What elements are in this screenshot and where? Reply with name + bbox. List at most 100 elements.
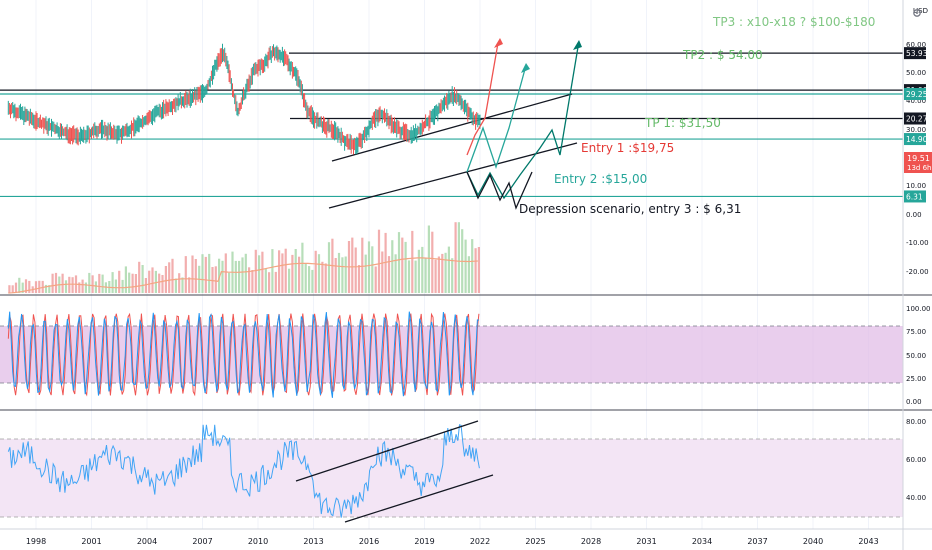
time-tick-label: 2007 — [192, 537, 212, 546]
volume-bar — [21, 282, 24, 293]
volume-bar — [261, 251, 264, 293]
volume-bar — [404, 241, 407, 293]
volume-bar — [48, 285, 51, 293]
time-tick-label: 2028 — [581, 537, 601, 546]
volume-bar — [221, 260, 224, 293]
volume-bar — [158, 273, 161, 293]
volume-bar — [128, 272, 131, 293]
gear-icon[interactable] — [913, 9, 921, 17]
currency-label: USD — [913, 7, 928, 15]
volume-bar — [431, 231, 434, 293]
volume-bar — [184, 256, 187, 293]
time-tick-label: 2043 — [858, 537, 878, 546]
current-price-tag: 19.51 13d 6h — [904, 152, 932, 173]
volume-bar — [268, 272, 271, 293]
time-tick-label: 2013 — [303, 537, 323, 546]
volume-bar — [181, 277, 184, 293]
time-tick-label: 2016 — [359, 537, 379, 546]
volume-bar — [351, 237, 354, 293]
volume-bar — [291, 254, 294, 293]
price-candles-green — [7, 43, 481, 155]
volume-bar — [44, 284, 48, 293]
volume-bar — [374, 266, 377, 293]
volume-bar — [161, 275, 164, 293]
price-tick-label: -20.00 — [906, 268, 929, 276]
price-pane[interactable]: TP3 : x10-x18 ? $100-$180 TP2 : $ 54.00 … — [0, 0, 903, 529]
volume-bar — [427, 225, 430, 293]
level-tag-bg — [904, 190, 926, 203]
volume-bar — [254, 249, 257, 293]
volume-bar — [457, 222, 460, 293]
time-tick-label: 2001 — [81, 537, 101, 546]
volume-bar — [14, 282, 18, 293]
projection-teal-arrowhead — [521, 63, 530, 73]
price-axis-ticks: 60.0050.0040.0030.0020.0010.000.00-10.00… — [906, 41, 931, 502]
volume-bar — [421, 246, 424, 293]
volume-bar — [417, 249, 420, 293]
stoch-tick-label: 50.00 — [906, 352, 926, 360]
volume-bar — [91, 275, 94, 293]
level-tag-bg — [904, 47, 926, 60]
volume-bar — [204, 256, 207, 293]
volume-bar — [298, 256, 301, 293]
volume-bar — [101, 274, 104, 293]
volume-bar — [371, 246, 374, 293]
volume-bar — [471, 239, 474, 293]
time-tick-label: 2010 — [248, 537, 268, 546]
time-axis[interactable]: 1998 2001 2004 2007 2010 2013 2016 2019 2022 2025… — [26, 537, 879, 546]
volume-bar — [284, 248, 287, 293]
volume-bar — [454, 222, 457, 293]
volume-bar — [98, 273, 101, 293]
horizontal-levels — [0, 52, 903, 198]
level-tag-bg — [904, 87, 926, 100]
rsi-pane[interactable] — [0, 420, 903, 523]
time-tick-label: 2025 — [525, 537, 545, 546]
volume-bar — [377, 229, 381, 293]
volume-bar — [114, 279, 117, 293]
stochastic-pane[interactable] — [0, 311, 903, 398]
channel-middle-line — [328, 142, 578, 209]
volume-bar — [111, 272, 114, 293]
annotations: TP3 : x10-x18 ? $100-$180 TP2 : $ 54.00 … — [519, 15, 875, 216]
volume-bar — [201, 254, 204, 293]
price-candles — [8, 46, 478, 155]
volume-bar — [94, 281, 97, 293]
volume-bar — [314, 250, 317, 293]
current-price-value: 19.51 — [907, 154, 930, 163]
volume-bar — [361, 237, 364, 293]
volume-bar — [64, 280, 68, 293]
volume-bar — [141, 265, 144, 293]
price-tick-label: 10.00 — [906, 182, 926, 190]
price-axis[interactable]: USD 60.0050.0040.0030.0020.0010.000.00-1… — [902, 0, 932, 550]
stoch-tick-label: 100.00 — [906, 305, 931, 313]
volume-bar — [18, 277, 21, 293]
volume-bar — [51, 273, 54, 293]
volume-bar — [464, 239, 467, 293]
volume-bar — [241, 257, 244, 293]
stoch-tick-label: 0.00 — [906, 398, 922, 406]
volume-bar — [24, 279, 28, 293]
volume-bar — [437, 256, 440, 293]
volume-bar — [71, 277, 74, 293]
volume-bar — [88, 272, 91, 293]
stochastic-k-line — [7, 311, 479, 398]
volume-bar — [234, 260, 237, 293]
volume-bar — [397, 232, 401, 293]
volume-bar — [441, 253, 444, 293]
current-price-countdown: 13d 6h — [907, 164, 931, 172]
volume-bar — [191, 255, 194, 293]
price-tick-label: 50.00 — [906, 69, 926, 77]
time-tick-label: 2019 — [414, 537, 434, 546]
volume-bar — [274, 271, 277, 293]
volume-bar — [381, 251, 384, 293]
time-tick-label: 2031 — [636, 537, 656, 546]
volume-bar — [264, 268, 267, 293]
volume-bar — [151, 267, 154, 293]
level-tag-bg — [904, 112, 926, 125]
current-price-tag-bg — [904, 152, 932, 173]
volume-bar — [278, 250, 281, 293]
volume-bar — [294, 249, 297, 293]
volume-bar — [168, 262, 171, 293]
